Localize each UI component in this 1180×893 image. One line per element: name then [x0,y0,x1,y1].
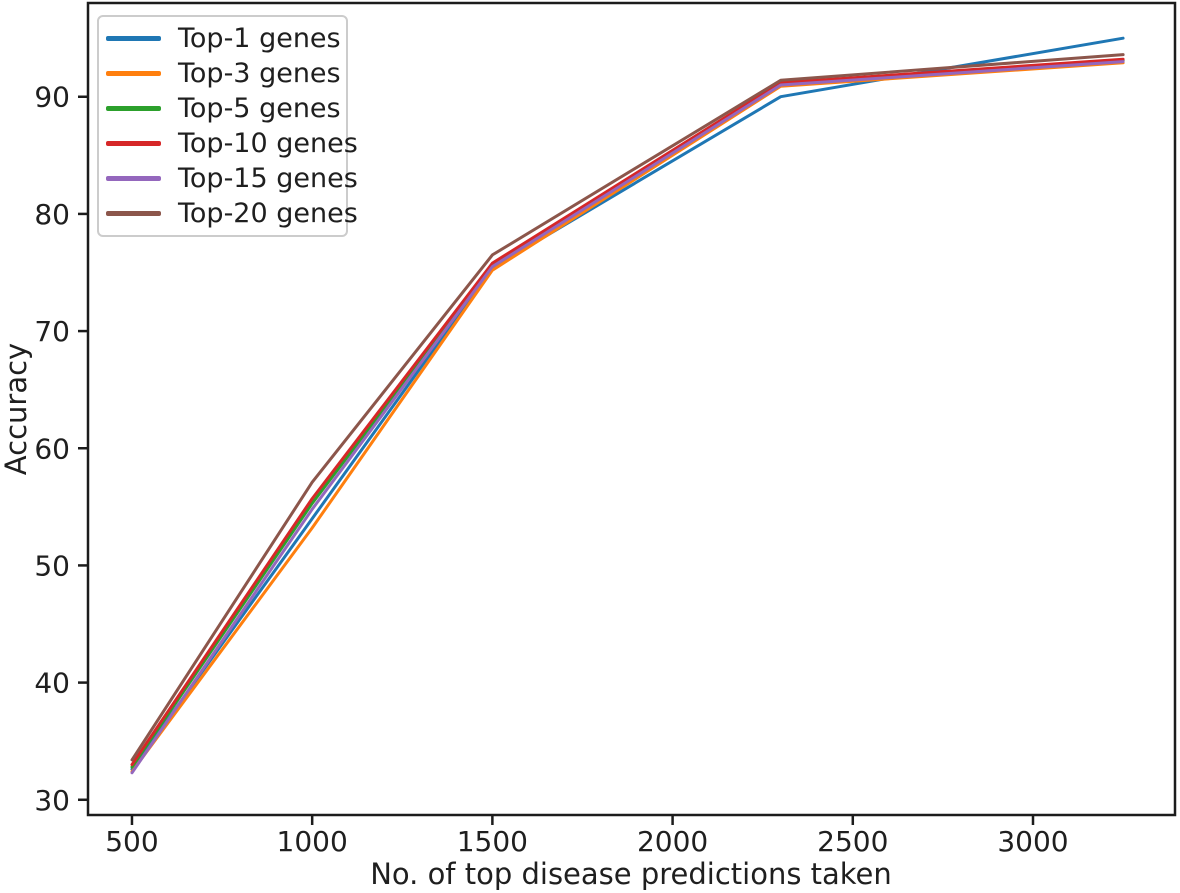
legend-item-label: Top-15 genes [178,163,358,194]
legend-swatch-top-3-genes [106,71,161,76]
legend-swatch-top-20-genes [106,211,161,216]
x-tick-label: 500 [105,825,158,858]
legend-item-top-3-genes: Top-3 genes [99,57,346,90]
legend-item-top-5-genes: Top-5 genes [99,92,346,125]
legend-item-label: Top-20 genes [178,198,358,229]
x-tick-label: 2500 [817,825,888,858]
y-tick-label: 90 [34,81,70,114]
legend-swatch-top-10-genes [106,141,161,146]
y-axis-label: Accuracy [0,343,33,475]
legend-item-label: Top-3 genes [178,58,341,89]
legend-item-top-1-genes: Top-1 genes [99,22,346,55]
legend: Top-1 genes Top-3 genes Top-5 genes Top-10 … [97,15,358,237]
legend-item-label: Top-1 genes [178,23,341,54]
legend-item-label: Top-5 genes [178,93,341,124]
series-lines [130,36,1125,775]
series-line-top-20-genes [130,53,1125,762]
y-tick-label: 50 [34,549,70,582]
legend-item-top-15-genes: Top-15 genes [99,162,358,195]
y-tick-label: 80 [34,198,70,231]
axes-spines [86,1,1177,817]
legend-item-label: Top-10 genes [178,128,358,159]
x-tick-label: 2000 [637,825,708,858]
axis-ticks: 500 1000 1500 2000 2500 3000 30 40 50 60 70 80 90 [34,81,1068,858]
x-tick-label: 1000 [277,825,348,858]
x-tick-label: 1500 [457,825,528,858]
series-line-top-15-genes [130,60,1125,775]
series-line-top-10-genes [130,57,1125,767]
legend-swatch-top-5-genes [106,106,161,111]
axes-frame [86,1,1177,817]
legend-swatch-top-15-genes [106,176,161,181]
y-tick-label: 40 [34,667,70,700]
legend-swatch-top-1-genes [106,36,161,41]
legend-item-top-20-genes: Top-20 genes [99,197,358,230]
y-tick-label: 30 [34,784,70,817]
y-tick-label: 70 [34,315,70,348]
legend-item-top-10-genes: Top-10 genes [99,127,358,160]
x-axis-label: No. of top disease predictions taken [370,857,892,891]
x-tick-label: 3000 [997,825,1068,858]
y-tick-label: 60 [34,432,70,465]
